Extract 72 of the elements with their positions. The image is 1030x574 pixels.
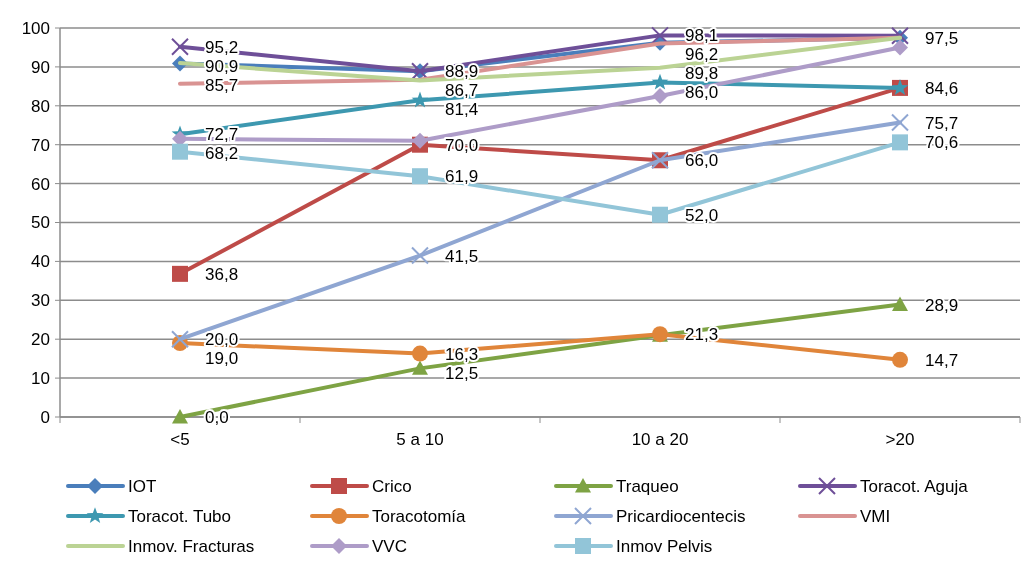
x-tick-label: >20 (885, 430, 915, 449)
point (171, 37, 189, 56)
x-tick-label: 5 a 10 (396, 430, 444, 449)
data-label: 85,7 (205, 75, 239, 95)
x-tick-label: <5 (170, 430, 190, 449)
y-tick-label: 60 (31, 174, 50, 194)
y-tick-label: 40 (31, 252, 50, 272)
point (892, 39, 908, 56)
point (651, 73, 669, 90)
data-label: 66,0 (685, 151, 719, 171)
point (411, 91, 429, 108)
data-label: 12,5 (445, 363, 479, 383)
point (412, 345, 428, 362)
point (172, 265, 188, 282)
point (412, 168, 428, 185)
legend-label: VVC (372, 536, 407, 556)
data-label: 81,4 (445, 100, 479, 120)
data-label: 70,6 (925, 133, 959, 153)
data-label: 75,7 (925, 113, 959, 133)
point (892, 351, 908, 368)
y-tick-label: 90 (31, 57, 50, 77)
point (412, 360, 428, 375)
y-tick-label: 70 (31, 135, 50, 155)
data-label: 96,2 (685, 45, 719, 65)
point (652, 206, 668, 223)
y-tick-label: 20 (31, 330, 50, 350)
data-label: 84,6 (925, 78, 959, 98)
data-label: 68,2 (205, 144, 239, 164)
point (892, 296, 908, 311)
data-label: 21,3 (685, 325, 719, 345)
point (412, 132, 428, 149)
data-label: 98,1 (685, 26, 719, 46)
legend-label: Crico (372, 476, 412, 496)
data-label: 89,8 (685, 64, 719, 84)
y-tick-label: 10 (31, 369, 50, 389)
y-tick-label: 30 (31, 291, 50, 311)
data-label: 36,8 (205, 264, 239, 284)
data-label: 86,7 (445, 81, 479, 101)
point (651, 26, 669, 45)
y-tick-label: 100 (21, 18, 50, 38)
point (172, 143, 188, 160)
data-label: 41,5 (445, 246, 479, 266)
data-label: 97,5 (925, 28, 959, 48)
legend-label: Pricardiocentecis (616, 506, 746, 526)
data-label: 14,7 (925, 350, 959, 370)
point (892, 134, 908, 151)
point (171, 330, 189, 349)
data-label: 72,7 (205, 125, 239, 145)
point (652, 88, 668, 105)
y-tick-label: 0 (40, 407, 50, 427)
legend-label: Toracotomía (372, 506, 467, 526)
data-label: 90,9 (205, 56, 239, 76)
point (172, 409, 188, 424)
data-label: 61,9 (445, 167, 479, 187)
data-label: 52,0 (685, 205, 719, 225)
point (891, 113, 909, 132)
legend-label: VMI (860, 506, 891, 526)
legend-label: IOT (128, 476, 157, 496)
y-tick-label: 50 (31, 213, 50, 233)
x-tick-label: 10 a 20 (631, 430, 689, 449)
legend-label: Traqueo (616, 476, 679, 496)
data-label: 19,0 (205, 349, 239, 369)
legend-label: Inmov Pelvis (616, 536, 713, 556)
legend-label: Toracot. Aguja (860, 476, 969, 496)
data-label: 28,9 (925, 295, 959, 315)
legend-label: Inmov. Fracturas (128, 536, 255, 556)
data-label: 0,0 (205, 408, 229, 427)
legend-label: Toracot. Tubo (128, 506, 232, 526)
data-label: 86,0 (685, 83, 719, 103)
point (411, 246, 429, 265)
y-tick-label: 80 (31, 96, 50, 116)
data-label: 88,9 (445, 62, 479, 82)
